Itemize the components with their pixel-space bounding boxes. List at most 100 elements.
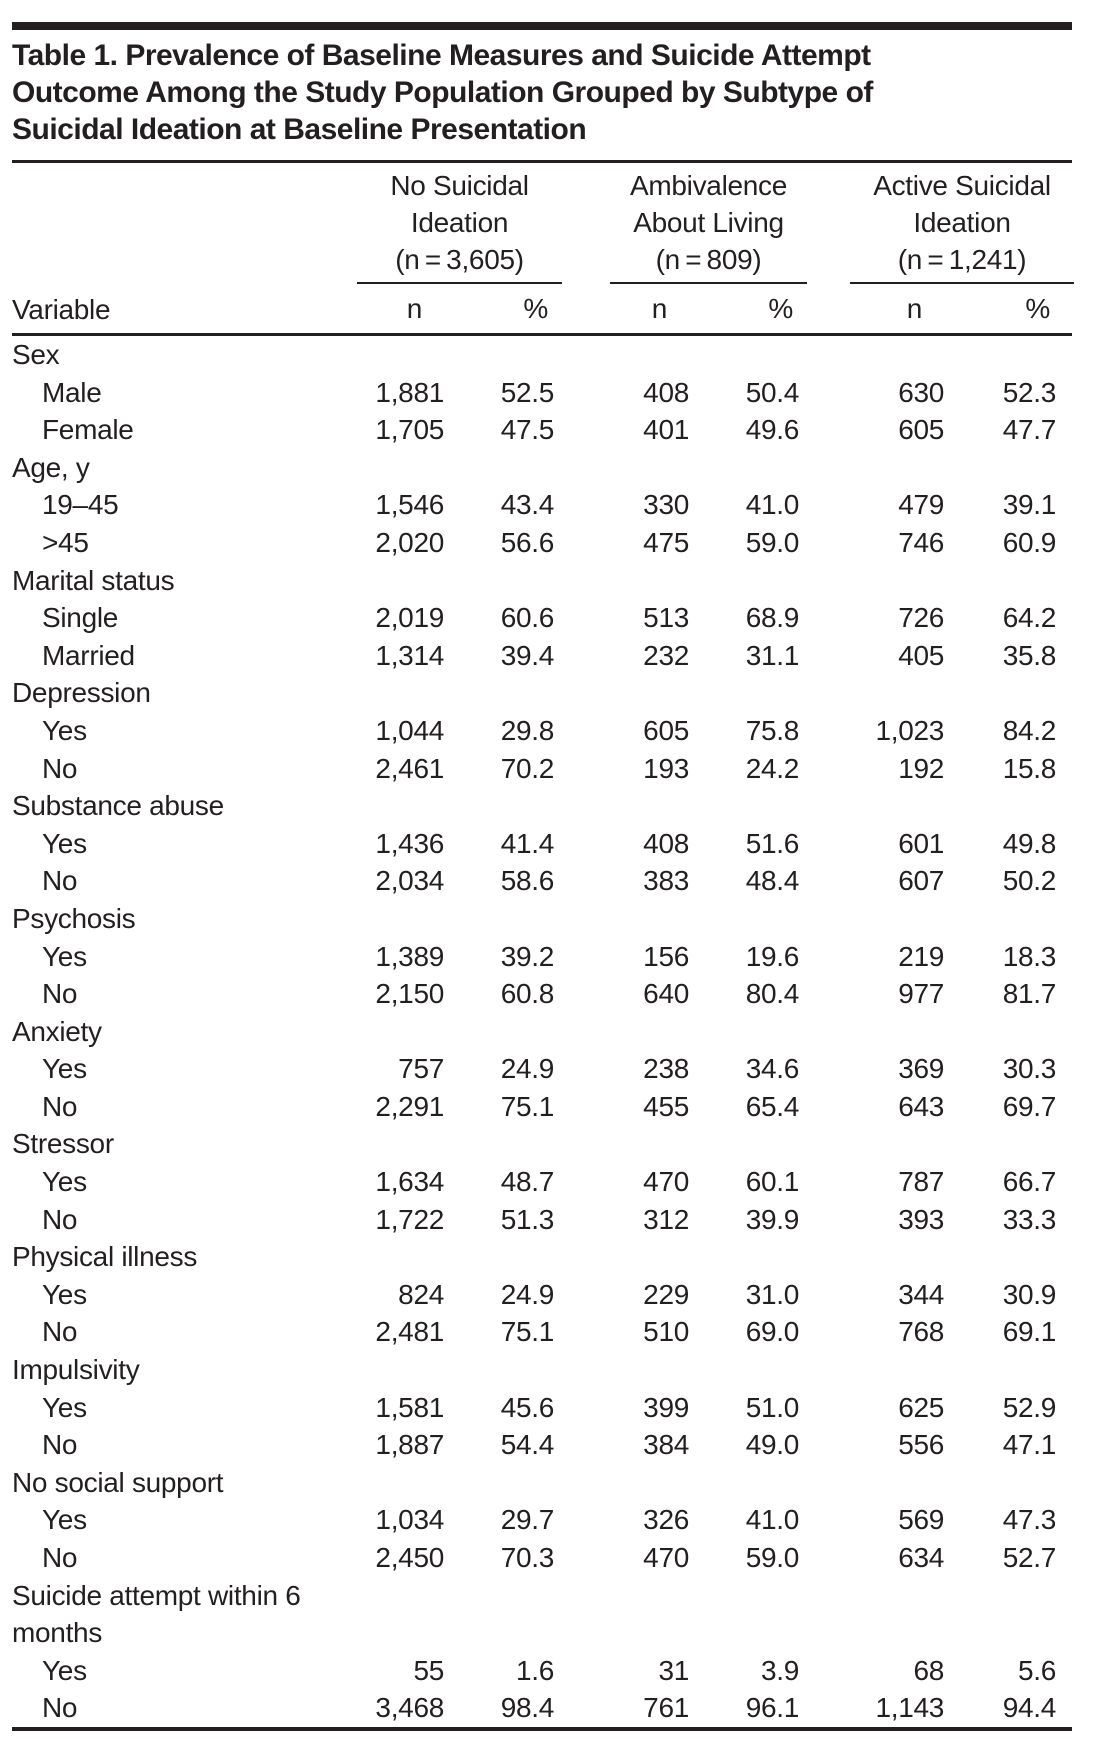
empty-cell — [697, 674, 807, 712]
variable-column-header: Variable — [12, 160, 352, 336]
group-header-no-suicidal-ideation: No Suicidal Ideation (n = 3,605) — [352, 160, 562, 289]
percent-value-cell: 3.9 — [760, 1654, 800, 1686]
percent-column-header: % — [452, 289, 562, 336]
variable-label: Yes — [42, 1391, 87, 1423]
percent-value-cell: 68.9 — [745, 602, 800, 634]
empty-cell — [562, 1238, 697, 1276]
empty-cell — [452, 1464, 562, 1502]
n-value-cell: 232 — [643, 639, 689, 671]
n-value-cell: 475 — [643, 526, 689, 558]
percent-value-cell: 30.9 — [1002, 1278, 1057, 1310]
n-value-cell: 1,314 — [375, 639, 444, 671]
n-value-cell: 384 — [643, 1429, 689, 1461]
empty-cell — [807, 335, 952, 374]
percent-column-header: % — [952, 289, 1073, 336]
empty-cell — [697, 1464, 807, 1502]
percent-value-cell: 49.8 — [1002, 827, 1057, 859]
n-value-cell: 746 — [898, 526, 945, 558]
n-value-cell: 2,450 — [375, 1542, 444, 1573]
n-value-cell: 569 — [898, 1504, 945, 1536]
percent-value-cell: 15.8 — [1002, 752, 1057, 784]
data-row: No 2,034 58.6 383 48.4 607 50.2 — [12, 862, 1072, 900]
empty-cell — [697, 1238, 807, 1276]
empty-cell — [807, 562, 952, 600]
n-value-cell: 2,019 — [375, 602, 444, 634]
empty-cell — [452, 674, 562, 712]
empty-cell — [807, 1125, 952, 1163]
group-n-label: (n = 809) — [655, 244, 762, 275]
empty-cell — [807, 787, 952, 825]
percent-value-cell: 98.4 — [452, 1689, 562, 1731]
section-label: Substance abuse — [12, 790, 224, 822]
section-row: Sex — [12, 335, 1072, 374]
percent-value-cell: 80.4 — [745, 978, 800, 1010]
percent-value-cell: 34.6 — [745, 1053, 800, 1085]
percent-value-cell: 31.1 — [745, 639, 800, 671]
empty-cell — [562, 1351, 697, 1389]
percent-value-cell: 48.4 — [745, 865, 800, 897]
empty-cell — [952, 1125, 1072, 1163]
n-value-cell: 2,461 — [375, 752, 444, 784]
data-row: Yes 757 24.9 238 34.6 369 30.3 — [12, 1050, 1072, 1088]
n-value-cell: 1,436 — [375, 827, 444, 859]
section-row: Stressor — [12, 1125, 1072, 1163]
n-value-cell: 1,581 — [375, 1391, 444, 1423]
percent-value-cell: 33.3 — [1002, 1203, 1057, 1235]
section-row: Psychosis — [12, 900, 1072, 938]
data-row: No 3,468 98.4 761 96.1 1,143 94.4 — [12, 1689, 1073, 1731]
empty-cell — [452, 1013, 562, 1051]
empty-cell — [562, 562, 697, 600]
empty-cell — [562, 787, 697, 825]
empty-cell — [807, 900, 952, 938]
empty-cell — [352, 1013, 452, 1051]
section-row: Impulsivity — [12, 1351, 1072, 1389]
empty-cell — [952, 1464, 1072, 1502]
section-label: Sex — [12, 339, 60, 370]
section-row: Age, y — [12, 449, 1072, 487]
n-value-cell: 1,705 — [375, 414, 444, 446]
percent-value-cell: 48.7 — [500, 1166, 555, 1198]
empty-cell — [352, 787, 452, 825]
variable-label: No — [42, 865, 78, 897]
percent-value-cell: 5.6 — [1017, 1654, 1057, 1686]
percent-value-cell: 39.4 — [500, 639, 555, 671]
n-value-cell: 556 — [898, 1429, 945, 1461]
empty-cell — [562, 674, 697, 712]
percent-value-cell: 60.1 — [745, 1166, 800, 1198]
percent-value-cell: 66.7 — [1002, 1166, 1057, 1198]
empty-cell — [952, 449, 1072, 487]
n-value-cell: 3,468 — [352, 1689, 452, 1731]
data-row: Male 1,881 52.5 408 50.4 630 52.3 — [12, 374, 1072, 412]
empty-cell — [952, 1238, 1072, 1276]
percent-value-cell: 52.9 — [1002, 1391, 1057, 1423]
empty-cell — [697, 1351, 807, 1389]
n-value-cell: 229 — [643, 1278, 689, 1310]
empty-cell — [807, 1238, 952, 1276]
variable-label: Yes — [42, 1504, 87, 1536]
n-value-cell: 630 — [898, 376, 945, 408]
n-value-cell: 787 — [898, 1166, 945, 1198]
percent-value-cell: 52.5 — [500, 376, 555, 408]
n-value-cell: 513 — [643, 602, 689, 634]
empty-cell — [452, 335, 562, 374]
data-row: No 2,150 60.8 640 80.4 977 81.7 — [12, 975, 1072, 1013]
percent-value-cell: 59.0 — [745, 526, 800, 558]
n-value-cell: 824 — [398, 1278, 444, 1310]
variable-label: Yes — [42, 940, 87, 972]
percent-value-cell: 41.0 — [745, 489, 800, 521]
percent-value-cell: 56.6 — [500, 526, 555, 558]
n-value-cell: 31 — [658, 1654, 689, 1686]
empty-cell — [952, 787, 1072, 825]
empty-cell — [452, 1238, 562, 1276]
empty-cell — [562, 900, 697, 938]
n-value-cell: 193 — [643, 752, 689, 784]
n-value-cell: 401 — [643, 414, 689, 446]
variable-label: Yes — [42, 1654, 87, 1686]
n-value-cell: 643 — [898, 1090, 945, 1122]
n-value-cell: 1,887 — [375, 1429, 444, 1461]
empty-cell — [562, 449, 697, 487]
percent-value-cell: 81.7 — [1002, 978, 1057, 1010]
percent-value-cell: 24.9 — [500, 1053, 555, 1085]
group-header-text: Ambivalence About Living (n = 809) — [610, 167, 808, 284]
